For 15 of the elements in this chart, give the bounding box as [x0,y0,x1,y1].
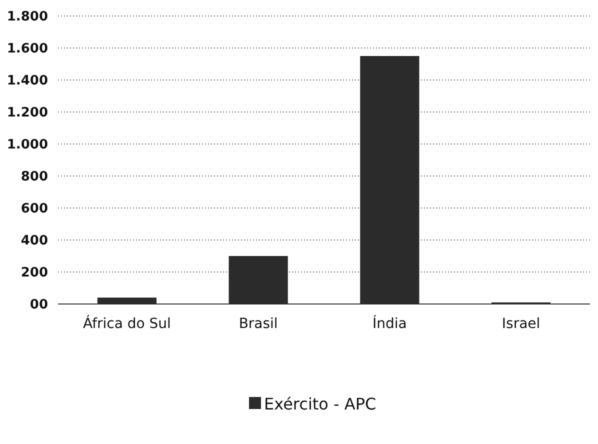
y-tick-label: 1.400 [6,74,48,89]
x-tick-label: África do Sul [82,315,171,332]
y-tick-label: 00 [30,298,48,313]
x-tick-label: Brasil [238,316,278,332]
y-tick-label: 600 [20,202,48,217]
x-tick-label: Índia [372,315,407,332]
y-tick-label: 800 [20,170,48,185]
x-tick-label: Israel [502,316,540,332]
legend-label: Exército - APC [264,394,376,414]
y-tick-label: 1.000 [6,138,48,153]
y-tick-label: 200 [20,266,48,281]
y-tick-label: 1.600 [6,42,48,57]
y-tick-label: 1.200 [6,106,48,121]
y-tick-label: 400 [20,234,48,249]
y-tick-label: 1.800 [6,10,48,25]
